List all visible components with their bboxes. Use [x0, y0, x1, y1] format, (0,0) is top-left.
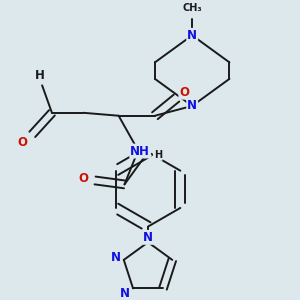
- Text: N: N: [187, 99, 197, 112]
- Text: N: N: [143, 231, 153, 244]
- Text: CH₃: CH₃: [182, 3, 202, 13]
- Text: N: N: [187, 29, 197, 42]
- Text: H: H: [35, 69, 45, 82]
- Text: H: H: [154, 150, 162, 160]
- Text: NH: NH: [130, 145, 150, 158]
- Text: N: N: [120, 287, 130, 300]
- Text: O: O: [17, 136, 28, 149]
- Text: N: N: [111, 251, 121, 264]
- Text: O: O: [78, 172, 88, 185]
- Text: O: O: [179, 86, 189, 99]
